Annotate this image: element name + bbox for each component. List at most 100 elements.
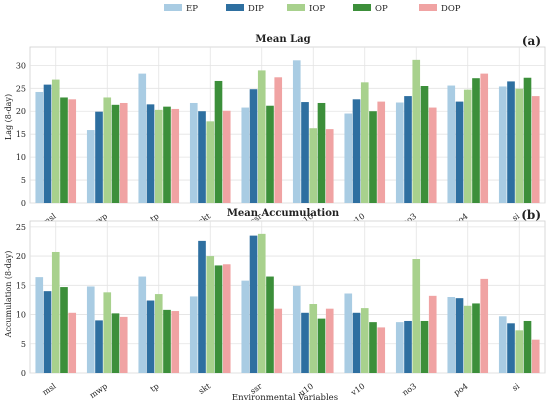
bar-op-po4 (472, 78, 480, 203)
bar-op-v10 (369, 322, 377, 373)
bar-dop-si (531, 96, 540, 203)
y-tick-label: 20 (16, 252, 26, 261)
bar-dop-u10 (325, 308, 334, 373)
y-tick-label: 25 (16, 223, 26, 232)
bar-dip-no3 (404, 96, 412, 203)
bar-iop-v10 (360, 82, 369, 203)
bar-dip-po4 (455, 298, 464, 373)
bar-iop-tp (154, 294, 163, 373)
bar-ep-skt (189, 102, 198, 203)
bar-dop-po4 (480, 278, 489, 373)
y-tick-label: 5 (21, 340, 26, 349)
bar-op-no3 (420, 86, 429, 203)
bar-iop-si (515, 330, 524, 373)
x-tick-label-no3: no3 (401, 382, 419, 398)
legend-swatch-ep (164, 4, 182, 11)
bar-dip-si (507, 81, 515, 203)
bar-op-msl (60, 287, 68, 373)
y-tick-label: 15 (16, 281, 26, 290)
bar-ep-ssr (241, 107, 250, 203)
bar-ep-mwp (86, 130, 95, 203)
bar-iop-msl (51, 251, 60, 373)
bar-dip-tp (146, 300, 155, 373)
bar-op-skt (214, 265, 223, 373)
bar-op-tp (163, 309, 171, 373)
bar-dip-skt (198, 240, 206, 373)
bar-iop-ssr (257, 70, 266, 204)
legend-label-op: OP (375, 4, 388, 14)
bar-dip-msl (43, 84, 52, 203)
bar-iop-u10 (309, 128, 318, 203)
bar-op-po4 (472, 303, 480, 373)
bar-iop-mwp (103, 97, 112, 203)
bar-op-no3 (420, 320, 429, 373)
mean-lag-ylabel: Lag (8-day) (4, 94, 13, 140)
bar-dop-si (531, 339, 540, 373)
bar-dip-v10 (352, 99, 361, 203)
bar-ep-u10 (292, 60, 301, 204)
bar-op-msl (60, 97, 68, 203)
bar-iop-ssr (257, 233, 266, 373)
x-tick-label-v10: v10 (349, 382, 367, 398)
bar-dop-msl (68, 99, 77, 203)
bar-dip-u10 (301, 102, 309, 203)
bar-ep-no3 (395, 322, 404, 373)
bar-op-mwp (111, 313, 120, 373)
bar-dop-v10 (377, 101, 386, 203)
bar-op-u10 (317, 318, 326, 373)
mean-lag-panel-label: (a) (522, 34, 541, 48)
mean-accumulation-chart: Mean Accumulation (b) Accumulation (8-da… (4, 208, 546, 400)
shared-xlabel: Environmental Variables (232, 393, 338, 403)
x-tick-label-po4: po4 (452, 382, 469, 398)
bar-dop-ssr (274, 308, 283, 373)
mean-accumulation-panel-label: (b) (521, 208, 541, 222)
bar-dop-mwp (119, 316, 128, 373)
bar-op-skt (214, 80, 223, 203)
bar-iop-msl (51, 79, 60, 203)
x-tick-label-si: si (510, 381, 521, 392)
mean-lag-chart: Mean Lag (a) Lag (8-day) 051015202530msl… (4, 34, 546, 230)
bar-dop-ssr (274, 77, 283, 203)
bar-op-ssr (266, 105, 274, 203)
bar-dop-tp (171, 311, 180, 373)
y-tick-label: 0 (21, 199, 26, 208)
x-tick-label-tp: tp (149, 212, 161, 224)
bar-ep-msl (35, 277, 44, 373)
bar-ep-tp (138, 73, 147, 204)
legend-swatch-dop (419, 4, 437, 11)
bar-dop-u10 (325, 129, 334, 203)
bar-ep-po4 (447, 297, 456, 373)
legend-swatch-iop (287, 4, 305, 11)
bar-dop-po4 (480, 73, 489, 204)
bar-dip-no3 (404, 320, 412, 373)
bar-dop-no3 (428, 107, 437, 203)
bar-iop-v10 (360, 308, 369, 373)
legend-label-dop: DOP (441, 4, 461, 14)
bar-dop-tp (171, 108, 180, 203)
bar-iop-u10 (309, 304, 318, 373)
legend-swatch-op (353, 4, 371, 11)
bar-dip-si (507, 323, 515, 373)
bar-iop-po4 (463, 89, 472, 203)
bar-dop-skt (222, 264, 231, 373)
bar-dip-u10 (301, 312, 309, 373)
y-tick-label: 15 (16, 130, 26, 139)
bar-op-si (523, 320, 532, 373)
bar-dop-v10 (377, 327, 386, 373)
bar-ep-u10 (292, 285, 301, 373)
bar-iop-no3 (412, 259, 421, 373)
bar-ep-si (498, 316, 507, 373)
bar-op-si (523, 77, 532, 203)
bar-dop-msl (68, 312, 77, 373)
bar-op-tp (163, 106, 171, 203)
bar-ep-si (498, 86, 507, 203)
y-tick-label: 20 (16, 107, 26, 116)
bar-op-mwp (111, 104, 120, 203)
bar-dop-mwp (119, 102, 128, 203)
x-tick-label-msl: msl (41, 381, 58, 397)
bar-dop-no3 (428, 295, 437, 373)
bar-op-v10 (369, 111, 377, 203)
bar-dip-ssr (249, 89, 258, 203)
legend-label-ep: EP (186, 4, 198, 14)
